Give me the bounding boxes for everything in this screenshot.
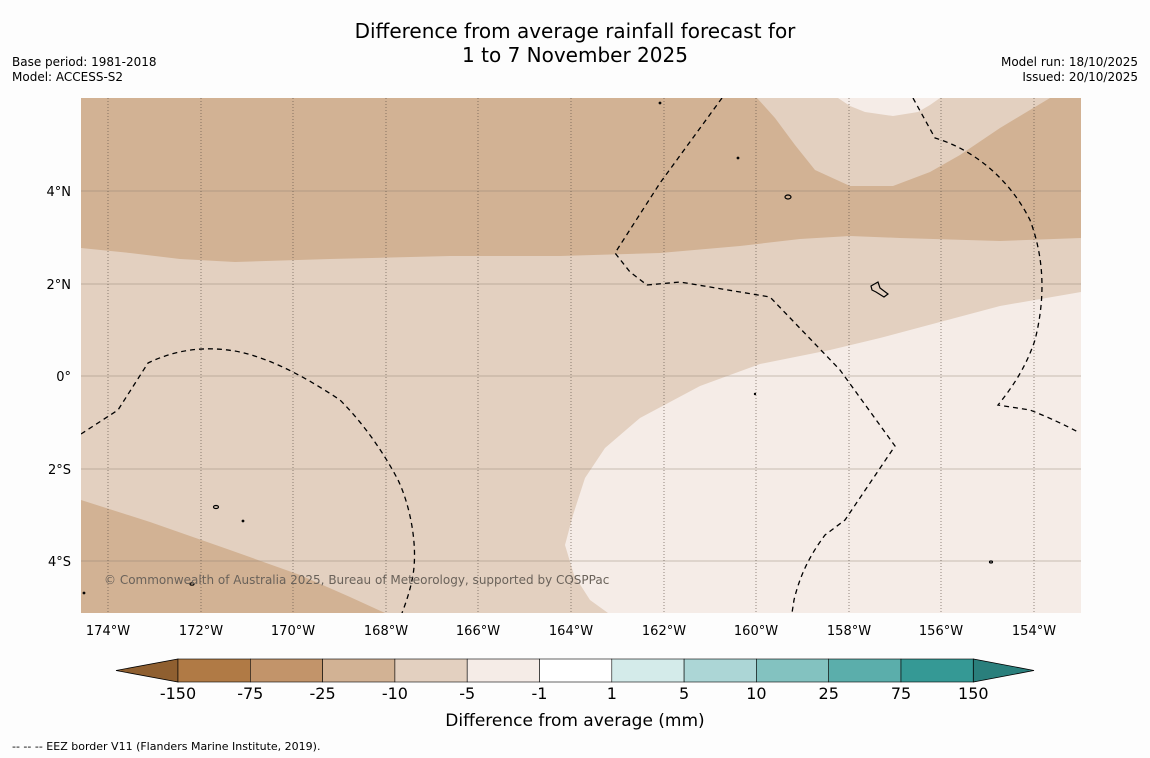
island-7	[753, 392, 757, 396]
colorbar-segment	[466, 658, 540, 683]
colorbar-tick-label: -150	[160, 684, 196, 703]
island-3	[189, 582, 195, 586]
colorbar-tick-label: 75	[891, 684, 911, 703]
island-4	[736, 156, 740, 160]
fill-light-tan-northeast	[757, 98, 1050, 186]
lon-label: 174°W	[86, 624, 130, 639]
lat-labels: 4°N 2°N 0° 2°S 4°S	[47, 185, 72, 570]
lat-label: 4°S	[48, 555, 71, 570]
colorbar-tick-label: 10	[746, 684, 766, 703]
lon-label: 162°W	[642, 624, 686, 639]
lon-label: 168°W	[364, 624, 408, 639]
colorbar-tick-label: 1	[607, 684, 617, 703]
colorbar-tick-label: -25	[310, 684, 336, 703]
fill-darker-tan-southwest	[81, 500, 385, 613]
colorbar-segment	[177, 658, 251, 683]
title-line-2: 1 to 7 November 2025	[462, 43, 688, 67]
colorbar-segment	[611, 658, 685, 683]
footnote-eez: -- -- -- EEZ border V11 (Flanders Marine…	[12, 740, 321, 753]
lon-label: 156°W	[919, 624, 963, 639]
model-text: Model: ACCESS-S2	[12, 70, 124, 84]
colorbar-segment	[394, 658, 468, 683]
fill-pale-southeast	[565, 292, 1081, 613]
colorbar-segment	[250, 658, 323, 683]
chart-title: Difference from average rainfall forecas…	[0, 19, 1150, 67]
map-panel: © Commonwealth of Australia 2025, Bureau…	[81, 98, 1081, 613]
island-6	[241, 519, 245, 523]
colorbar-extend-low	[115, 658, 179, 683]
lon-gridlines	[107, 98, 1035, 613]
colorbar-segment	[539, 658, 613, 683]
meta-left: Base period: 1981-2018 Model: ACCESS-S2	[12, 55, 157, 85]
island-9	[82, 591, 86, 595]
lat-gridlines	[81, 190, 1081, 562]
lon-label: 170°W	[271, 624, 315, 639]
colorbar: -150 -75 -25 -10 -5 -1 1 5 10 25 75 150	[115, 658, 1035, 703]
island-1	[784, 194, 792, 200]
issued-text: Issued: 20/10/2025	[1022, 70, 1138, 84]
colorbar-segment	[683, 658, 757, 683]
island-8	[988, 560, 994, 564]
eez-borders	[81, 98, 1079, 613]
lat-label: 2°N	[47, 278, 72, 293]
lon-label: 154°W	[1012, 624, 1056, 639]
lon-label: 166°W	[456, 624, 500, 639]
colorbar-segment	[756, 658, 830, 683]
colorbar-tick-label: 5	[679, 684, 689, 703]
copyright-text: © Commonwealth of Australia 2025, Bureau…	[104, 573, 609, 587]
colorbar-tick-label: -10	[382, 684, 408, 703]
lon-labels: 174°W 172°W 170°W 168°W 166°W 164°W 162°…	[86, 624, 1056, 639]
colorbar-tick-label: 150	[958, 684, 989, 703]
colorbar-segment	[900, 658, 974, 683]
lon-label: 172°W	[179, 624, 223, 639]
lat-label: 0°	[56, 370, 71, 385]
title-line-1: Difference from average rainfall forecas…	[354, 19, 796, 43]
lon-label: 158°W	[827, 624, 871, 639]
eez-border-east	[912, 98, 1079, 433]
colorbar-tick-label: -5	[459, 684, 475, 703]
eez-border-central	[614, 98, 896, 613]
base-period-text: Base period: 1981-2018	[12, 55, 157, 69]
colorbar-extend-high	[972, 658, 1035, 683]
map-figure: © Commonwealth of Australia 2025, Bureau…	[47, 98, 1081, 731]
island-kiritimati	[870, 281, 889, 298]
colorbar-segment	[322, 658, 396, 683]
lon-label: 164°W	[549, 624, 593, 639]
eez-border-west	[81, 348, 416, 613]
island-2	[212, 504, 220, 510]
lat-label: 4°N	[47, 185, 72, 200]
colorbar-label: Difference from average (mm)	[445, 711, 704, 731]
lat-label: 2°S	[48, 463, 71, 478]
meta-right: Model run: 18/10/2025 Issued: 20/10/2025	[1001, 55, 1138, 85]
colorbar-tick-label: -75	[237, 684, 263, 703]
model-run-text: Model run: 18/10/2025	[1000, 55, 1138, 69]
colorbar-tick-label: -1	[532, 684, 548, 703]
fill-pale-top	[838, 98, 940, 116]
island-5	[658, 101, 662, 105]
colorbar-segment	[828, 658, 902, 683]
lon-label: 160°W	[734, 624, 778, 639]
islands	[82, 101, 994, 595]
colorbar-tick-label: 25	[819, 684, 839, 703]
